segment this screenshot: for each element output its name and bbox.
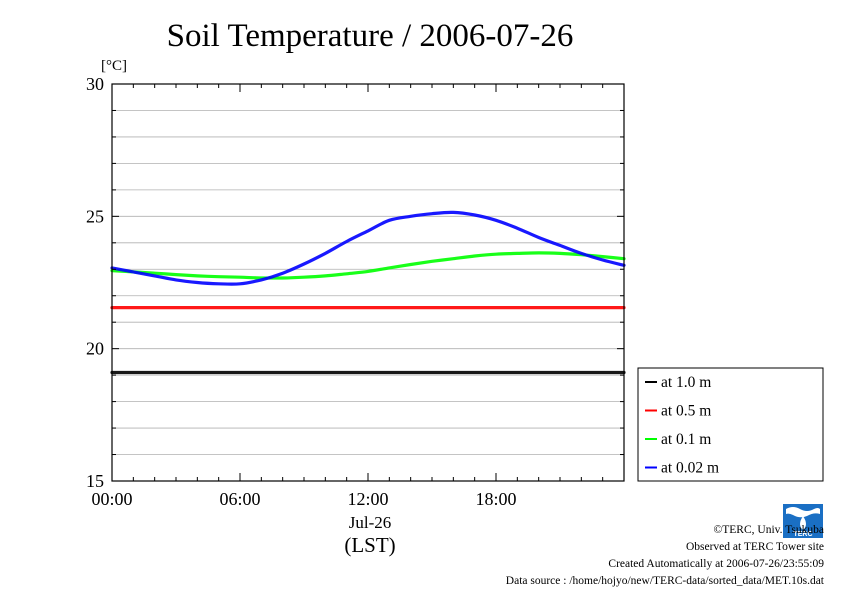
x-axis-date-label: Jul-26 [349,513,392,532]
legend-entry: at 0.5 m [661,403,711,420]
x-tick-label: 06:00 [219,489,260,509]
footer-source: Data source : /home/hojyo/new/TERC-data/… [505,575,824,587]
footer-copyright: ©TERC, Univ. Tsukuba [713,524,824,536]
legend: at 1.0 m at 0.5 m at 0.1 m at 0.02 m [637,367,824,482]
y-axis: 15 20 25 30 [86,74,624,491]
y-tick-label: 25 [86,206,104,226]
series-line-4 [110,210,626,286]
x-tick-label: 18:00 [475,489,516,509]
y-tick-label: 30 [86,74,104,94]
x-tick-label: 00:00 [91,489,132,509]
footer-site: Observed at TERC Tower site [685,541,824,553]
footer-created: Created Automatically at 2006-07-26/23:5… [608,558,824,570]
x-axis: 00:00 06:00 12:00 18:00 [91,84,625,509]
x-tick-label: 12:00 [347,489,388,509]
series-line-3 [110,251,626,280]
terc-logo: TERC [782,503,824,539]
legend-entry: at 0.1 m [661,431,711,448]
chart-title: Soil Temperature / 2006-07-26 [167,18,574,54]
terc-logo-icon: TERC [783,504,823,538]
y-tick-label: 20 [86,339,104,359]
y-tick-label: 15 [86,471,104,491]
grid-lines [112,110,624,455]
legend-box [637,367,824,482]
legend-entry: at 0.02 m [661,460,719,477]
series-lines [110,210,626,375]
terc-logo-text: TERC [793,531,812,538]
legend-entry: at 1.0 m [661,374,711,391]
x-axis-unit-label: (LST) [344,533,395,557]
y-axis-label: [°C] [101,58,127,74]
